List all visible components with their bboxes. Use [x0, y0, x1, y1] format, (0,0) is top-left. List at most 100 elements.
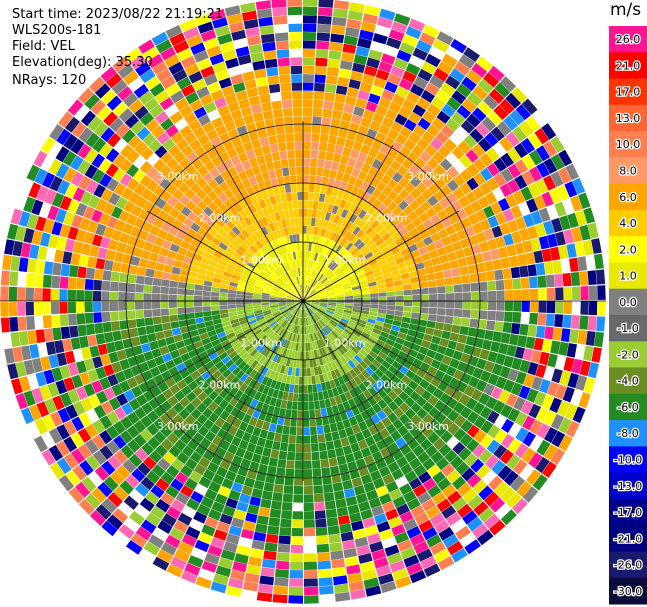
radar-gate — [257, 318, 266, 324]
radar-gate — [559, 215, 571, 231]
radar-gate — [569, 329, 579, 344]
radar-gate — [462, 301, 471, 310]
radar-gate — [569, 257, 579, 272]
radar-gate — [321, 347, 327, 356]
radar-gate — [336, 136, 346, 147]
radar-gate — [314, 218, 321, 227]
radar-gate — [373, 271, 383, 278]
radar-gate — [382, 185, 393, 196]
radar-gate — [415, 331, 425, 340]
radar-gate — [259, 273, 268, 280]
radar-gate — [447, 409, 460, 423]
radar-gate — [230, 255, 240, 264]
radar-gate — [296, 427, 303, 436]
radar-gate — [316, 40, 330, 50]
radar-gate — [394, 310, 404, 317]
radar-gate — [405, 369, 416, 380]
radar-gate — [424, 266, 435, 275]
radar-gate — [342, 264, 351, 272]
radar-gate — [118, 282, 128, 292]
radar-gate — [334, 197, 342, 207]
radar-gate — [113, 486, 129, 501]
radar-gate — [300, 293, 303, 301]
radar-gate — [101, 460, 116, 476]
radar-gate — [160, 151, 173, 165]
radar-gate — [473, 172, 486, 186]
radar-gate — [306, 234, 310, 243]
radar-gate — [251, 165, 261, 176]
radar-gate — [247, 504, 260, 515]
radar-gate — [296, 259, 300, 268]
radar-gate — [91, 153, 105, 169]
radar-gate — [303, 124, 312, 133]
radar-gate — [340, 471, 351, 482]
radar-gate — [115, 196, 128, 210]
radar-gate — [385, 508, 399, 521]
radar-gate — [112, 168, 126, 182]
radar-gate — [15, 393, 28, 410]
radar-gate — [55, 146, 70, 163]
radar-gate — [73, 349, 84, 362]
radar-gate — [57, 408, 71, 424]
radar-gate — [449, 232, 460, 244]
radar-gate — [303, 74, 314, 83]
radar-gate — [161, 279, 170, 287]
radar-gate — [372, 33, 388, 45]
radar-gate — [421, 498, 436, 512]
radar-gate — [340, 248, 348, 258]
radar-gate — [27, 421, 41, 439]
radar-gate — [350, 186, 360, 196]
radar-gate — [320, 317, 328, 325]
radar-gate — [262, 385, 270, 395]
radar-gate — [250, 233, 259, 243]
radar-gate — [214, 25, 231, 37]
radar-gate — [378, 364, 388, 374]
radar-gate — [387, 190, 399, 201]
radar-gate — [373, 324, 383, 331]
radar-gate — [214, 232, 225, 242]
radar-gate — [219, 439, 231, 451]
radar-gate — [248, 378, 257, 389]
radar-gate — [351, 282, 360, 288]
radar-gate — [209, 8, 226, 21]
radar-gate — [456, 83, 472, 98]
radar-gate — [570, 195, 583, 212]
radar-gate — [160, 46, 176, 61]
radar-gate — [20, 345, 32, 361]
radar-gate — [142, 370, 153, 382]
radar-gate — [472, 523, 489, 539]
radar-gate — [303, 15, 317, 24]
radar-gate — [550, 171, 564, 188]
radar-gate — [476, 56, 493, 72]
radar-gate — [174, 118, 188, 131]
radar-gate — [221, 237, 231, 247]
radar-gate — [58, 111, 74, 128]
radar-gate — [436, 315, 445, 323]
radar-gate — [338, 515, 351, 525]
radar-gate — [138, 334, 149, 345]
radar-gate — [377, 312, 386, 319]
radar-gate — [475, 262, 486, 273]
radar-gate — [498, 343, 509, 355]
radar-gate — [139, 112, 154, 126]
radar-gate — [348, 79, 361, 90]
radar-gate — [59, 224, 71, 238]
radar-gate — [552, 260, 563, 274]
radar-gate — [330, 251, 338, 260]
radar-gate — [275, 326, 282, 334]
radar-gate — [106, 95, 122, 111]
radar-gate — [361, 263, 371, 271]
radar-gate — [225, 220, 236, 230]
radar-gate — [484, 360, 495, 373]
radar-gate — [137, 266, 147, 276]
radar-gate — [370, 301, 379, 305]
radar-gate — [377, 287, 387, 293]
radar-gate — [290, 65, 303, 75]
radar-gate — [244, 301, 253, 305]
radar-gate — [245, 366, 254, 376]
radar-gate — [441, 373, 453, 385]
radar-gate — [505, 393, 518, 408]
radar-gate — [87, 369, 99, 383]
radar-gate — [378, 228, 388, 238]
radar-gate — [550, 246, 561, 261]
